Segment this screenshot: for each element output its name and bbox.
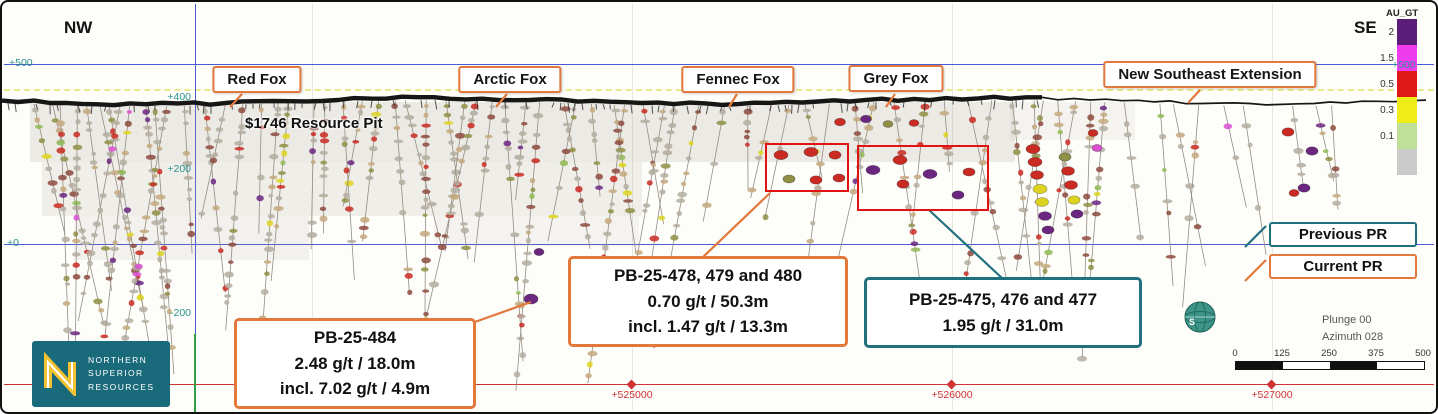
azimuth-label: Azimuth 028: [1322, 330, 1384, 343]
callout-pb-25-475-477: PB-25-475, 476 and 477 1.95 g/t / 31.0m: [864, 277, 1142, 348]
legend-row: 0.1: [1368, 123, 1424, 149]
zone-label-red-fox: Red Fox: [212, 66, 302, 93]
elevation-gridline-0: [4, 244, 1434, 245]
legend-row: 0.3: [1368, 97, 1424, 123]
legend-swatch: [1397, 97, 1417, 123]
elev-label-0-left: +0: [7, 237, 19, 249]
elev-label-minus200: -200: [169, 307, 191, 319]
scale-segment: [1330, 362, 1377, 369]
scale-tick-label: 375: [1368, 348, 1384, 359]
easting-label-526000: +526000: [931, 389, 973, 401]
legend-row: 2: [1368, 19, 1424, 45]
legend-label: 0.3: [1380, 104, 1394, 116]
grid-vline-faint: [1272, 4, 1273, 410]
callout-pb-25-484: PB-25-484 2.48 g/t / 18.0m incl. 7.02 g/…: [234, 318, 476, 409]
callout-line: incl. 7.02 g/t / 4.9m: [279, 379, 431, 398]
elev-label-200: +200: [167, 163, 191, 175]
callout-line: incl. 1.47 g/t / 13.3m: [628, 317, 788, 336]
callout-line: 0.70 g/t / 50.3m: [647, 291, 769, 311]
scale-tick-label: 125: [1274, 348, 1290, 359]
scale-segment: [1283, 362, 1330, 369]
scale-tick-label: 500: [1415, 348, 1431, 359]
au-grade-legend: AU_GT 2 1.5 0.5 0.3 0.1: [1368, 8, 1424, 175]
elev-label-500-left: +500: [9, 57, 33, 69]
section-line-marker: [194, 334, 196, 412]
resource-pit-label: $1746 Resource Pit: [245, 115, 383, 132]
easting-label-527000: +527000: [1251, 389, 1293, 401]
callout-line: 2.48 g/t / 18.0m: [294, 353, 416, 373]
logo-line: RESOURCES: [88, 381, 155, 392]
legend-row: 1.5: [1368, 45, 1424, 71]
elevation-gridline-500: [4, 64, 1434, 65]
zone-label-fennec-fox: Fennec Fox: [681, 66, 795, 93]
legend-row: [1368, 149, 1424, 175]
highlight-box-1: [765, 143, 849, 192]
elev-label-400: +400: [167, 91, 191, 103]
legend-swatch: [1397, 45, 1417, 71]
zone-label-arctic-fox: Arctic Fox: [458, 66, 562, 93]
logo-line: NORTHERN: [88, 354, 148, 365]
highlight-box-2: [857, 145, 989, 211]
logo-text: NORTHERN SUPERIOR RESOURCES: [88, 354, 154, 395]
scale-segment: [1377, 362, 1424, 369]
scale-tick-label: 0: [1232, 348, 1238, 359]
legend-swatch: [1397, 149, 1417, 175]
elev-label-500-right: +500: [1392, 59, 1416, 71]
view-orientation-info: Plunge 00 Azimuth 028: [1322, 312, 1383, 345]
legend-label: 2: [1388, 26, 1394, 38]
orientation-nw-label: NW: [64, 18, 93, 37]
scale-segment: [1236, 362, 1283, 369]
orientation-globe-icon: S: [1184, 301, 1216, 333]
logo-mark: [44, 352, 76, 396]
callout-line: PB-25-484: [313, 328, 397, 347]
grid-vline-faint: [632, 4, 633, 410]
scale-bar-segments: [1235, 361, 1425, 370]
legend-label: 1.5: [1380, 52, 1394, 64]
callout-pb-25-478-480: PB-25-478, 479 and 480 0.70 g/t / 50.3m …: [568, 256, 848, 347]
legend-swatch: [1397, 71, 1417, 97]
zone-label-grey-fox: Grey Fox: [848, 65, 944, 92]
scale-bar: 0 125 250 375 500: [1232, 348, 1431, 374]
scale-tick-label: 250: [1321, 348, 1337, 359]
section-gridline-vertical: [195, 4, 196, 410]
legend-title: AU_GT: [1386, 8, 1419, 19]
callout-line: PB-25-478, 479 and 480: [613, 266, 803, 285]
logo-line: SUPERIOR: [88, 368, 144, 379]
legend-swatch: [1397, 123, 1417, 149]
northern-superior-logo: NORTHERN SUPERIOR RESOURCES: [32, 341, 170, 407]
plunge-label: Plunge 00: [1322, 314, 1372, 326]
callout-line: 1.95 g/t / 31.0m: [942, 315, 1064, 335]
easting-axis-line: [4, 384, 1434, 385]
zone-label-new-southeast-extension: New Southeast Extension: [1103, 61, 1317, 88]
callout-line: PB-25-475, 476 and 477: [908, 290, 1098, 309]
previous-pr-label: Previous PR: [1269, 222, 1417, 247]
grid-vline-faint: [952, 4, 953, 410]
grid-vline-faint: [312, 4, 313, 410]
legend-label: 0.1: [1380, 130, 1394, 142]
globe-letter: S: [1189, 317, 1195, 327]
orientation-se-label: SE: [1354, 18, 1377, 37]
easting-label-525000: +525000: [611, 389, 653, 401]
legend-row: 0.5: [1368, 71, 1424, 97]
legend-label: 0.5: [1380, 78, 1394, 90]
legend-swatch: [1397, 19, 1417, 45]
current-pr-label: Current PR: [1269, 254, 1417, 279]
